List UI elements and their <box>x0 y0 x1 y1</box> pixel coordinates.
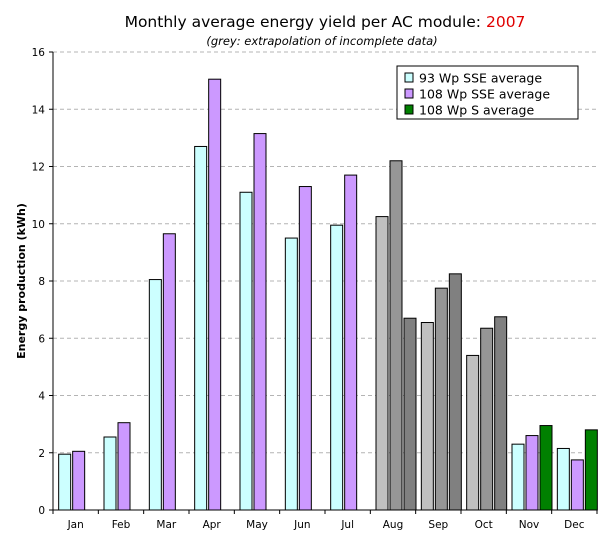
bar-sep-series-3 <box>448 273 462 511</box>
y-tick-labels: 0 2 4 6 8 10 12 14 16 <box>32 47 53 517</box>
bar-jan-series-2 <box>72 450 86 511</box>
bar-mar-series-1 <box>148 279 162 511</box>
y-tick-label: 0 <box>38 505 45 517</box>
y-tick-label: 14 <box>32 104 46 116</box>
bar-oct-series-3 <box>494 316 508 511</box>
bar-aug-series-1 <box>375 216 389 511</box>
x-tick-label-apr: Apr <box>203 519 222 531</box>
bar-dec-series-3 <box>584 429 598 511</box>
chart-title-year: 2007 <box>486 13 525 31</box>
bar-mar-series-2 <box>162 233 176 511</box>
y-tick-label: 8 <box>38 276 45 288</box>
x-tick-label-jan: Jan <box>67 519 84 531</box>
bar-may-series-2 <box>253 133 267 511</box>
bar-nov-series-3 <box>539 425 553 511</box>
y-axis-label: Energy production (kWh) <box>15 203 28 359</box>
bar-nov-series-2 <box>525 435 539 511</box>
bar-dec-series-1 <box>556 447 570 511</box>
chart-title: Monthly average energy yield per AC modu… <box>125 13 526 31</box>
x-tick-label-mar: Mar <box>156 519 176 531</box>
bar-oct-series-2 <box>480 327 494 511</box>
legend-label-3: 108 Wp S average <box>419 103 534 118</box>
bar-feb-series-2 <box>117 422 131 511</box>
y-tick-label: 2 <box>38 448 45 460</box>
bar-jun-series-2 <box>298 186 312 511</box>
bar-feb-series-1 <box>103 436 117 511</box>
bar-may-series-1 <box>239 191 253 511</box>
x-tick-label-feb: Feb <box>112 519 131 531</box>
x-tick-label-aug: Aug <box>383 519 404 531</box>
bar-jul-series-1 <box>330 224 344 511</box>
bar-aug-series-2 <box>389 160 403 511</box>
bar-sep-series-1 <box>420 322 434 511</box>
legend-swatch-3 <box>404 104 414 115</box>
chart-title-text: Monthly average energy yield per AC modu… <box>125 13 486 31</box>
y-tick-label: 6 <box>38 333 45 345</box>
legend-box <box>396 65 579 120</box>
y-tick-label: 10 <box>32 219 45 231</box>
x-tick-label-may: May <box>246 519 268 531</box>
x-tick-label-nov: Nov <box>519 519 540 531</box>
legend-label-1: 93 Wp SSE average <box>419 71 542 86</box>
bar-dec-series-2 <box>570 459 584 511</box>
legend-swatch-1 <box>404 72 414 83</box>
x-tick-label-jul: Jul <box>340 519 354 531</box>
bar-jul-series-2 <box>344 174 358 511</box>
legend-swatch-2 <box>404 88 414 99</box>
bar-nov-series-1 <box>511 443 525 511</box>
bar-apr-series-1 <box>194 145 208 511</box>
x-tick-label-jun: Jun <box>293 519 310 531</box>
x-tick-label-oct: Oct <box>475 519 493 531</box>
bar-jan-series-1 <box>58 453 72 511</box>
x-tick-labels: Jan Feb Mar Apr May Jun Jul Aug Sep Oct Nov Dec <box>52 510 598 531</box>
x-tick-label-sep: Sep <box>428 519 448 531</box>
y-tick-label: 12 <box>32 162 45 174</box>
y-tick-label: 4 <box>38 391 45 403</box>
x-tick-label-dec: Dec <box>564 519 585 531</box>
bar-aug-series-3 <box>403 317 417 511</box>
chart-subtitle: (grey: extrapolation of incomplete data) <box>206 34 437 48</box>
legend-label-2: 108 Wp SSE average <box>419 87 550 102</box>
bar-apr-series-2 <box>208 78 222 511</box>
bar-jun-series-1 <box>284 237 298 511</box>
bar-sep-series-2 <box>434 287 448 511</box>
y-tick-label: 16 <box>32 47 46 59</box>
bar-oct-series-1 <box>466 354 480 511</box>
